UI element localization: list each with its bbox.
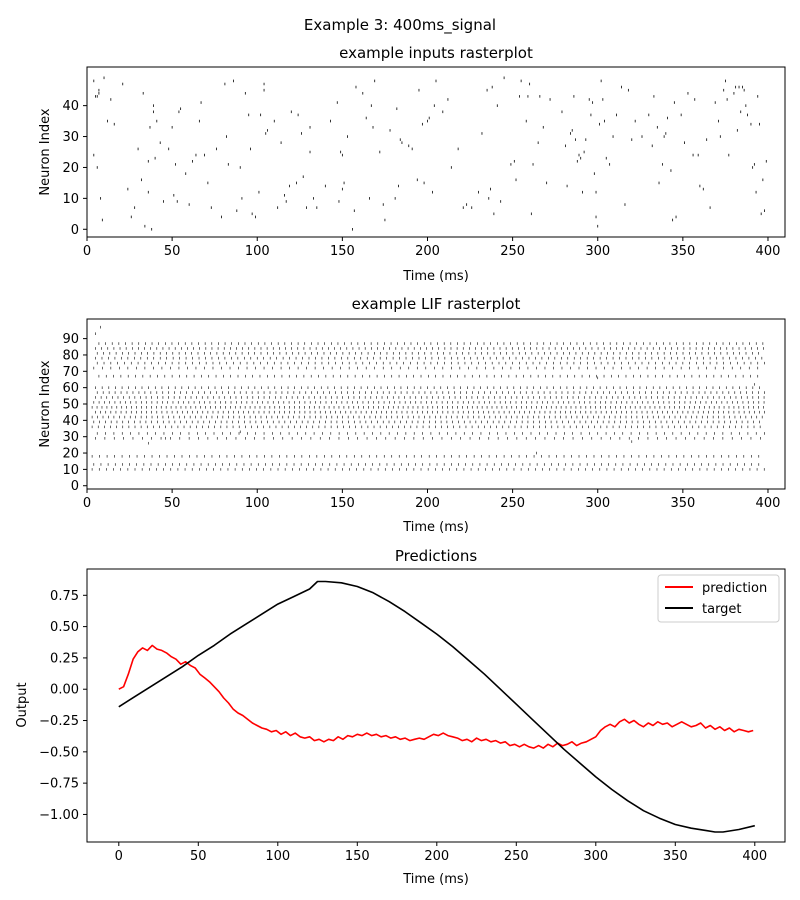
series-line-target [118, 580, 755, 833]
lif-raster-ytick-label: 40 [62, 414, 79, 429]
predictions-ytick-label: 0.75 [50, 589, 79, 604]
predictions-xtick-label: 0 [115, 849, 123, 864]
lif-raster-xtick-label: 250 [500, 496, 525, 511]
predictions-x-ticks: 0 50 100 150 200 250 300 350 400 [115, 842, 767, 864]
inputs-raster-ytick-label: 0 [71, 223, 79, 238]
inputs-raster-panel: example inputs rasterplot 0 50 100 150 200 25… [38, 44, 786, 284]
predictions-ytick-label: 0.00 [50, 683, 79, 698]
lif-raster-xtick-label: 300 [585, 496, 610, 511]
predictions-y-ticks: −1.00 −0.75 −0.50 −0.25 0.00 0.25 0.50 0.75 [39, 589, 87, 823]
predictions-ytick-label: −1.00 [39, 808, 79, 823]
lif-raster-ytick-label: 60 [62, 381, 79, 396]
lif-raster-xtick-label: 0 [83, 496, 91, 511]
inputs-raster-y-ticks: 0 10 20 30 40 [62, 99, 87, 238]
lif-raster-ytick-label: 10 [62, 463, 79, 478]
predictions-xtick-label: 50 [190, 849, 207, 864]
predictions-xtick-label: 200 [424, 849, 449, 864]
lif-raster-xtick-label: 50 [164, 496, 181, 511]
inputs-raster-ytick-label: 40 [62, 99, 79, 114]
predictions-panel: Predictions 0 50 100 150 200 250 300 350 400 −1.… [15, 547, 786, 887]
inputs-raster-frame [86, 66, 786, 238]
inputs-raster-xtick-label: 400 [756, 244, 781, 259]
figure-suptitle: Example 3: 400ms_signal [304, 16, 496, 35]
inputs-raster-xtick-label: 350 [670, 244, 695, 259]
inputs-raster-xtick-label: 300 [585, 244, 610, 259]
predictions-title: Predictions [395, 547, 478, 565]
predictions-legend: prediction target [657, 574, 780, 623]
lif-raster-x-ticks: 0 50 100 150 200 250 300 350 400 [83, 489, 781, 511]
series-line-prediction [118, 644, 754, 749]
predictions-xtick-label: 350 [663, 849, 688, 864]
predictions-ytick-label: −0.50 [39, 745, 79, 760]
predictions-ytick-label: 0.25 [50, 651, 79, 666]
lif-raster-ylabel: Neuron Index [38, 360, 53, 447]
inputs-raster-ytick-label: 10 [62, 192, 79, 207]
predictions-ytick-label: −0.25 [39, 714, 79, 729]
inputs-raster-xtick-label: 200 [415, 244, 440, 259]
lif-raster-spikes [91, 325, 765, 471]
inputs-raster-xtick-label: 250 [500, 244, 525, 259]
inputs-raster-title: example inputs rasterplot [339, 44, 533, 62]
inputs-raster-spikes [93, 76, 767, 231]
predictions-xtick-label: 100 [265, 849, 290, 864]
legend-label-prediction: prediction [702, 581, 767, 596]
inputs-raster-ytick-label: 30 [62, 130, 79, 145]
predictions-lines [118, 580, 755, 833]
predictions-xlabel: Time (ms) [402, 872, 469, 887]
lif-raster-title: example LIF rasterplot [352, 295, 521, 313]
predictions-xtick-label: 150 [345, 849, 370, 864]
lif-raster-ytick-label: 0 [71, 479, 79, 494]
lif-raster-ytick-label: 30 [62, 430, 79, 445]
predictions-ytick-label: 0.50 [50, 620, 79, 635]
lif-raster-ytick-label: 80 [62, 348, 79, 363]
lif-raster-ytick-label: 20 [62, 447, 79, 462]
inputs-raster-xtick-label: 50 [164, 244, 181, 259]
predictions-xtick-label: 250 [504, 849, 529, 864]
inputs-raster-ytick-label: 20 [62, 161, 79, 176]
lif-raster-xlabel: Time (ms) [402, 520, 469, 535]
predictions-xtick-label: 300 [583, 849, 608, 864]
lif-raster-panel: example LIF rasterplot 0 50 100 150 200 250 30… [38, 295, 786, 535]
inputs-raster-xtick-label: 0 [83, 244, 91, 259]
lif-raster-ytick-label: 90 [62, 332, 79, 347]
lif-raster-xtick-label: 350 [670, 496, 695, 511]
lif-raster-ytick-label: 50 [62, 398, 79, 413]
predictions-ytick-label: −0.75 [39, 777, 79, 792]
lif-raster-ytick-label: 70 [62, 365, 79, 380]
lif-raster-xtick-label: 150 [330, 496, 355, 511]
inputs-raster-ylabel: Neuron Index [38, 108, 53, 195]
inputs-raster-xlabel: Time (ms) [402, 269, 469, 284]
inputs-raster-xtick-label: 150 [330, 244, 355, 259]
predictions-xtick-label: 400 [742, 849, 767, 864]
lif-raster-xtick-label: 400 [756, 496, 781, 511]
lif-raster-xtick-label: 100 [245, 496, 270, 511]
predictions-ylabel: Output [15, 682, 30, 727]
predictions-frame [86, 568, 786, 843]
inputs-raster-x-ticks: 0 50 100 150 200 250 300 350 400 [83, 237, 781, 259]
legend-label-target: target [702, 602, 742, 617]
lif-raster-xtick-label: 200 [415, 496, 440, 511]
inputs-raster-xtick-label: 100 [245, 244, 270, 259]
